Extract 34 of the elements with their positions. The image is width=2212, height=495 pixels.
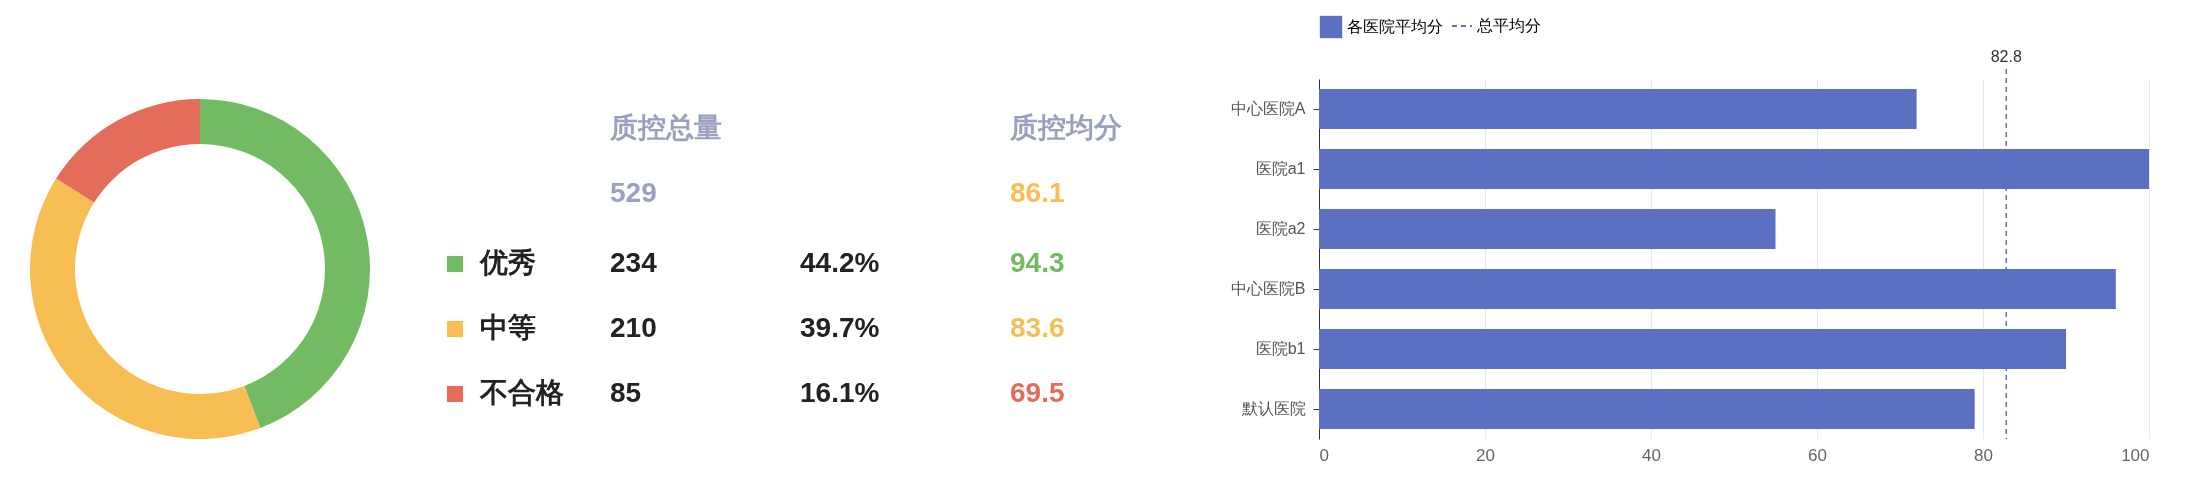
y-tick-label: 医院b1 <box>1255 340 1306 357</box>
y-tick-label: 医院a1 <box>1255 160 1306 177</box>
data-label: 234 <box>610 247 658 278</box>
text: 质控总量 <box>609 112 722 143</box>
legend-label: 优秀 <box>479 247 536 278</box>
x-tick-label: 40 <box>1642 445 1661 465</box>
donut-slice <box>56 99 200 203</box>
text: 94.3 <box>1010 247 1065 278</box>
donut-slice <box>200 99 370 428</box>
x-tick-label: 80 <box>1974 445 1993 465</box>
ref-line-label: 82.8 <box>1990 48 2022 65</box>
x-tick-label: 100 <box>2121 445 2150 465</box>
text: 总平均分 <box>1476 17 1541 34</box>
text: 44.2% <box>800 247 880 278</box>
data-label: 210 <box>610 312 657 343</box>
data-label: 85 <box>610 377 642 408</box>
text: 69.5 <box>1010 377 1065 408</box>
text: 16.1% <box>800 377 880 408</box>
text: 86.1 <box>1010 177 1065 208</box>
legend-label: 各医院平均分 <box>1347 18 1443 35</box>
x-tick-label: 60 <box>1808 445 1827 465</box>
y-tick-label: 医院a2 <box>1255 220 1306 237</box>
donut-slice <box>30 178 261 439</box>
x-tick-label: 20 <box>1476 445 1495 465</box>
y-tick-label: 默认医院 <box>1240 400 1306 417</box>
y-tick-label: 中心医院B <box>1230 280 1306 297</box>
text: 529 <box>610 177 657 208</box>
text: 质控均分 <box>1009 112 1123 143</box>
legend-label: 中等 <box>480 312 536 343</box>
x-tick-label: 0 <box>1319 445 1329 465</box>
text: 39.7% <box>800 312 880 343</box>
text: 83.6 <box>1010 312 1065 343</box>
y-tick-label: 中心医院A <box>1230 100 1306 117</box>
legend-label: 不合格 <box>479 377 564 408</box>
